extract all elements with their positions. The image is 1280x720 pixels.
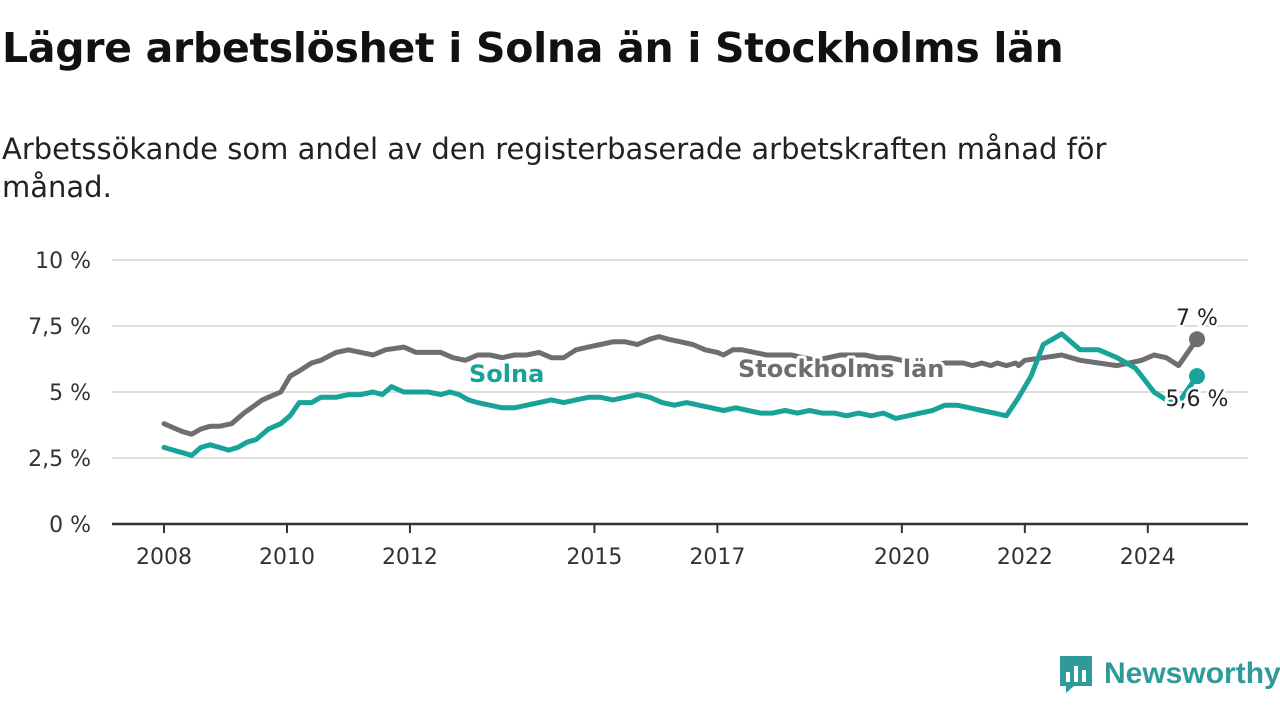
- brand-name: Newsworthy: [1104, 657, 1280, 690]
- chart-title: Lägre arbetslöshet i Solna än i Stockhol…: [2, 24, 1064, 72]
- x-tick-label: 2020: [874, 545, 930, 570]
- series-line-stockholm: [161, 334, 1200, 437]
- y-tick-label: 10 %: [35, 249, 91, 274]
- y-tick-label: 5 %: [49, 381, 91, 406]
- x-tick-label: 2008: [136, 545, 192, 570]
- series-labels: Stockholms län 7 % Solna 5,6 %: [466, 304, 1231, 415]
- end-value-label-solna: 5,6 %: [1166, 387, 1229, 412]
- x-tick-label: 2024: [1120, 545, 1176, 570]
- y-axis-ticks: 0 % 2,5 % 5 % 7,5 % 10 %: [28, 249, 91, 538]
- y-tick-label: 7,5 %: [28, 315, 91, 340]
- x-axis-ticks: 2008 2010 2012 2015 2017 2020 2022 2024: [136, 524, 1176, 570]
- end-value-label-stockholm: 7 %: [1176, 306, 1218, 331]
- y-tick-label: 2,5 %: [28, 447, 91, 472]
- series-label-solna: Solna: [469, 360, 544, 388]
- y-tick-label: 0 %: [49, 513, 91, 538]
- x-tick-label: 2017: [689, 545, 745, 570]
- gridlines: [112, 259, 1248, 526]
- series-endpoint-stockholm: [1189, 331, 1205, 348]
- series-line-solna: [161, 331, 1200, 458]
- chart-subtitle: Arbetssökande som andel av den registerb…: [2, 132, 1107, 204]
- x-tick-label: 2010: [259, 545, 315, 570]
- series-label-stockholm: Stockholms län: [738, 355, 944, 383]
- brand-logo: Newsworthy: [1058, 654, 1280, 694]
- newsworthy-logo-icon: [1060, 656, 1092, 693]
- x-tick-label: 2015: [566, 545, 622, 570]
- series-lines: [161, 331, 1205, 458]
- x-tick-label: 2022: [997, 545, 1053, 570]
- x-tick-label: 2012: [382, 545, 438, 570]
- series-endpoint-solna: [1189, 368, 1205, 385]
